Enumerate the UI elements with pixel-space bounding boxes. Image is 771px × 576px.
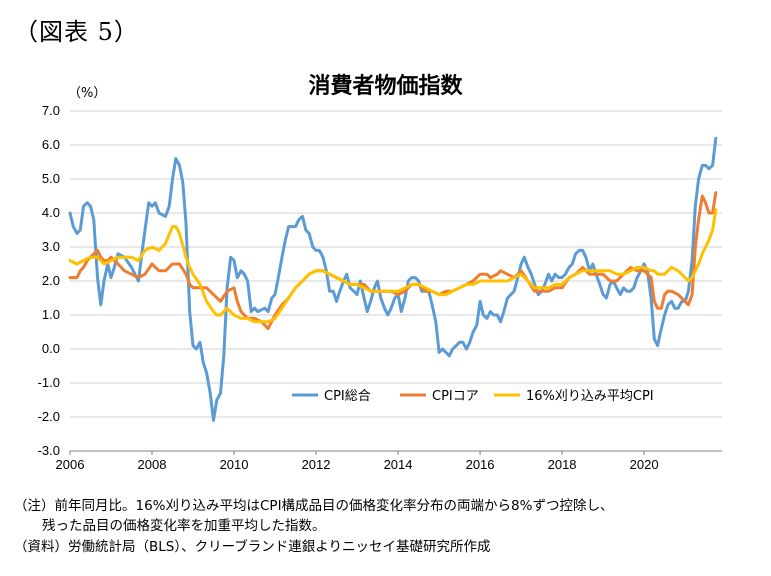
legend-label-3: 16%刈り込み平均CPI: [526, 389, 654, 404]
chart-svg: 7.0 6.0 5.0 4.0 3.0 2.0 1.0 0.0 -1.0 -2.0 -3.0 200…: [38, 103, 722, 472]
series-lines: [68, 136, 718, 422]
series-line-3: [68, 208, 718, 324]
y-tick-label: 7.0: [42, 103, 60, 118]
x-tick-label: 2014: [384, 457, 413, 472]
y-tick-label: 4.0: [42, 205, 60, 220]
y-tick-label: 2.0: [42, 273, 60, 288]
note-line-2: 残った品目の価格変化率を加重平均した指数。: [42, 518, 326, 534]
note-line-1: （注）前年同月比。16%刈り込み平均はCPI構成品目の価格変化率分布の両端から8…: [14, 498, 614, 514]
series-line-2: [68, 191, 718, 331]
x-tick-labels: 2006 2008 2010 2012 2014 2016 2018 2020: [56, 457, 659, 472]
x-tick-label: 2008: [138, 457, 167, 472]
y-tick-label: -1.0: [38, 375, 60, 390]
y-tick-label: 3.0: [42, 239, 60, 254]
legend: CPI総合 CPIコア 16%刈り込み平均CPI: [292, 389, 654, 404]
x-tick-label: 2016: [466, 457, 495, 472]
x-tick-label: 2012: [302, 457, 331, 472]
y-tick-label: -2.0: [38, 409, 60, 424]
y-tick-label: 6.0: [42, 137, 60, 152]
legend-label-1: CPI総合: [324, 389, 371, 404]
y-tick-label: 1.0: [42, 307, 60, 322]
y-axis-unit: （%）: [68, 86, 107, 101]
y-tick-label: 5.0: [42, 171, 60, 186]
x-tick-label: 2006: [56, 457, 85, 472]
y-tick-label: -3.0: [38, 443, 60, 458]
figure-label: （図表 5）: [14, 18, 139, 46]
legend-label-2: CPIコア: [432, 389, 479, 404]
x-tick-label: 2010: [220, 457, 249, 472]
x-tick-label: 2018: [548, 457, 577, 472]
x-tick-label: 2020: [630, 457, 659, 472]
source-line: （資料）労働統計局（BLS）、クリーブランド連銀よりニッセイ基礎研究所作成: [14, 539, 491, 555]
chart-title: 消費者物価指数: [308, 74, 463, 99]
y-tick-label: 0.0: [42, 341, 60, 356]
y-tick-labels: 7.0 6.0 5.0 4.0 3.0 2.0 1.0 0.0 -1.0 -2.0 -3.0: [38, 103, 60, 458]
